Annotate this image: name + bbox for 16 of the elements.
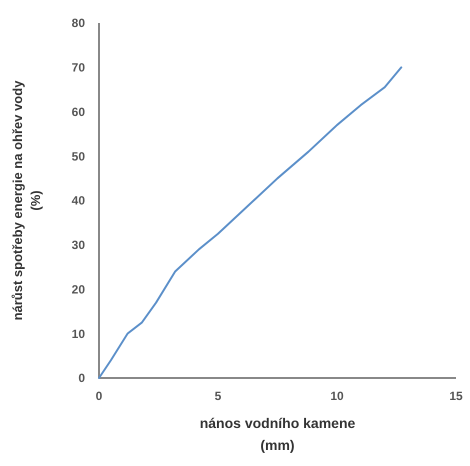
x-tick-label: 5 <box>214 389 222 403</box>
x-axis-title: nános vodního kamene (mm) <box>200 415 356 453</box>
y-tick-label: 70 <box>72 60 86 75</box>
y-tick-label: 10 <box>72 326 86 341</box>
x-tick-label: 15 <box>449 389 463 403</box>
x-tick-label: 10 <box>330 389 344 403</box>
y-tick-label: 30 <box>72 238 86 252</box>
y-tick-label: 60 <box>72 104 86 119</box>
y-tick-label: 0 <box>78 371 86 386</box>
y-tick-label: 50 <box>72 149 86 164</box>
y-tick-label: 80 <box>72 16 86 30</box>
line-series <box>98 66 402 379</box>
x-tick-label: 0 <box>96 389 103 403</box>
y-tick-label: 40 <box>72 194 86 208</box>
y-axis-title: nárůst spotřeby energie na ohřev vody (%) <box>10 80 43 320</box>
y-tick-label: 20 <box>72 282 86 296</box>
